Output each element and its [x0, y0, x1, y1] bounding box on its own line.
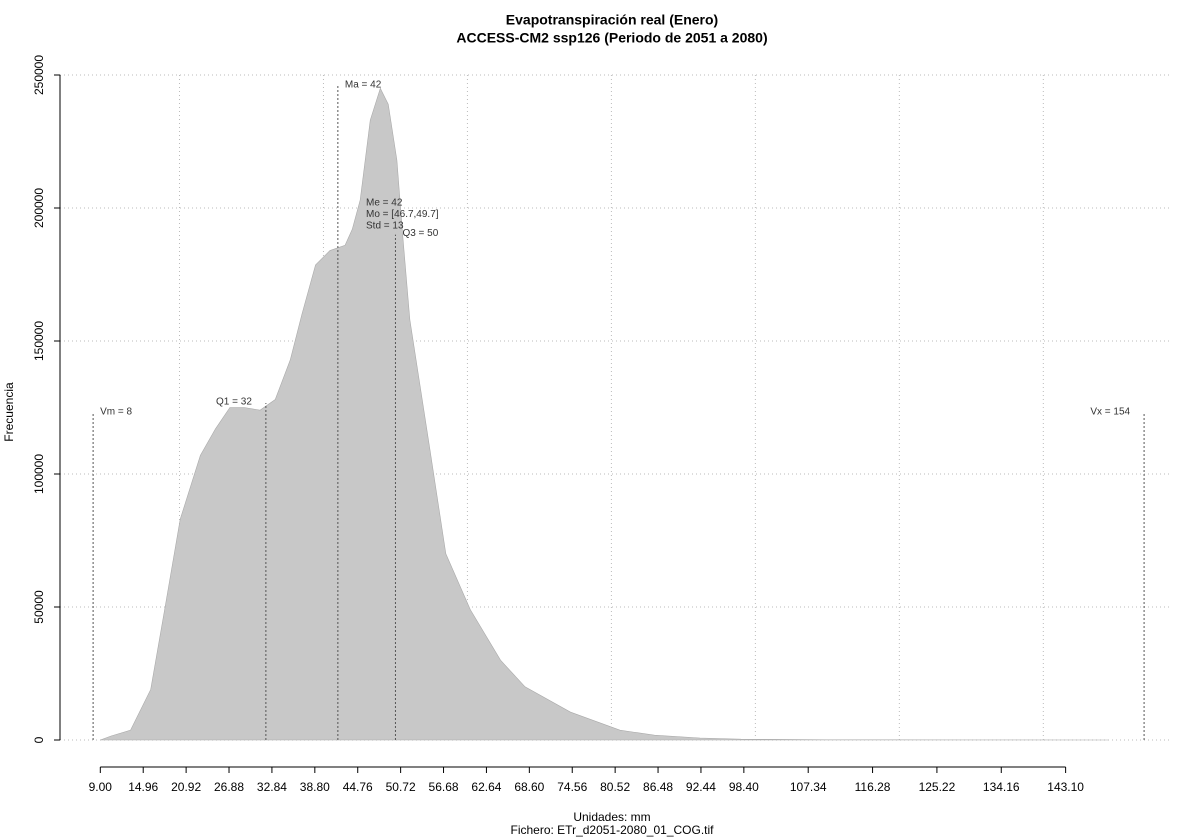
x-tick-label: 68.60: [514, 780, 544, 794]
x-tick-label: 56.68: [429, 780, 459, 794]
y-tick-label: 200000: [32, 188, 46, 228]
stat-label: Ma = 42: [345, 79, 382, 90]
x-tick-label: 32.84: [257, 780, 287, 794]
density-area: [100, 87, 1109, 741]
y-tick-label: 50000: [32, 590, 46, 624]
x-tick-label: 74.56: [557, 780, 587, 794]
x-tick-label: 80.52: [600, 780, 630, 794]
stat-label: Q1 = 32: [216, 397, 252, 408]
x-tick-label: 26.88: [214, 780, 244, 794]
x-tick-label: 116.28: [855, 780, 891, 794]
stats-text: Std = 13: [366, 221, 404, 232]
x-axis-label: Unidades: mm: [573, 810, 650, 824]
y-tick-label: 150000: [32, 321, 46, 361]
y-tick-label: 0: [32, 736, 46, 743]
y-axis-label: Frecuencia: [2, 382, 16, 442]
x-tick-label: 38.80: [300, 780, 330, 794]
stat-label: Vx = 154: [1090, 406, 1130, 417]
x-tick-label: 9.00: [89, 780, 113, 794]
chart-subtitle: ACCESS-CM2 ssp126 (Periodo de 2051 a 208…: [456, 30, 767, 46]
x-tick-label: 98.40: [729, 780, 759, 794]
stats-text: Mo = [46.7,49.7]: [366, 209, 439, 220]
x-tick-label: 86.48: [643, 780, 673, 794]
stat-label: Q3 = 50: [402, 228, 438, 239]
footnote: Fichero: ETr_d2051-2080_01_COG.tif: [511, 823, 715, 837]
x-tick-label: 14.96: [128, 780, 158, 794]
x-tick-label: 143.10: [1047, 780, 1084, 794]
chart-title: Evapotranspiración real (Enero): [506, 12, 718, 28]
y-tick-label: 250000: [32, 55, 46, 95]
x-tick-label: 44.76: [343, 780, 373, 794]
y-tick-label: 100000: [32, 454, 46, 494]
stat-label: Vm = 8: [100, 406, 132, 417]
x-tick-label: 107.34: [790, 780, 827, 794]
x-tick-label: 92.44: [686, 780, 716, 794]
x-tick-label: 125.22: [919, 780, 956, 794]
x-tick-label: 134.16: [983, 780, 1020, 794]
stats-text: Me = 42: [366, 198, 403, 209]
x-tick-label: 50.72: [386, 780, 416, 794]
x-tick-label: 20.92: [171, 780, 201, 794]
x-tick-label: 62.64: [471, 780, 501, 794]
